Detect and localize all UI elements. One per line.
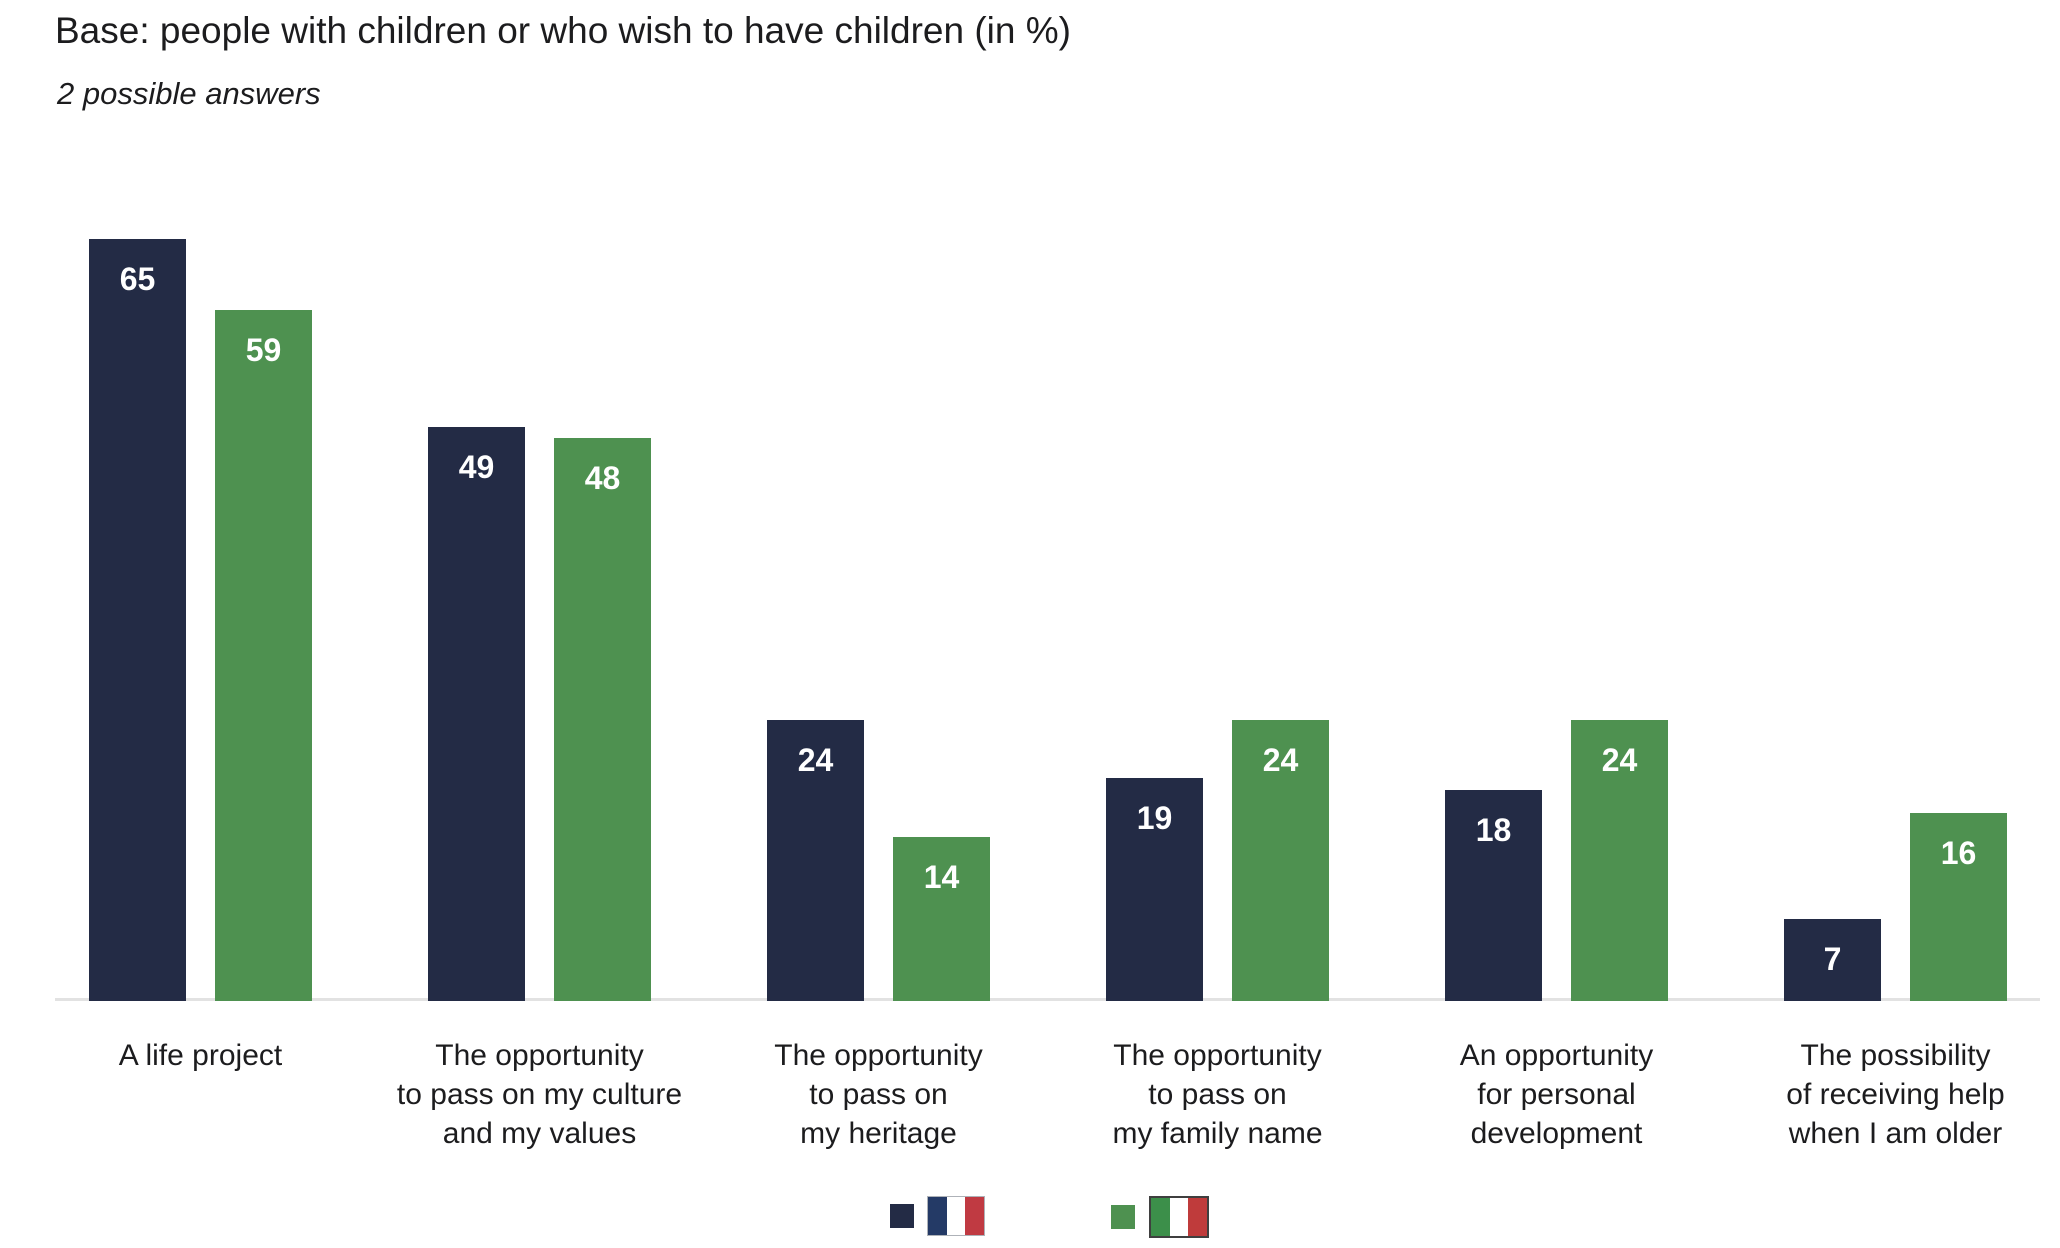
bar-value-label: 7 <box>1823 941 1842 977</box>
bar-france-6: 7 <box>1784 919 1881 1001</box>
bar-value-label: 59 <box>245 332 282 368</box>
flag-stripe <box>1169 1198 1189 1236</box>
category-label-1: A life project <box>118 1039 283 1072</box>
category-label-6: The possibility of receiving help when I a… <box>1786 1039 2005 1150</box>
bar-value-label: 65 <box>119 261 156 297</box>
bar-value-label: 16 <box>1940 835 1977 871</box>
chart-title: Base: people with children or who wish t… <box>55 10 1071 51</box>
bar-france-5: 18 <box>1445 790 1542 1001</box>
bar-italy-2: 48 <box>554 438 651 1001</box>
bar-france-1: 65 <box>89 239 186 1001</box>
france-swatch <box>890 1204 914 1228</box>
bar-italy-5: 24 <box>1571 720 1668 1001</box>
bar-france-3: 24 <box>767 720 864 1001</box>
category-label-4: The opportunity to pass on my family name <box>1112 1039 1323 1150</box>
category-label-3: The opportunity to pass on my heritage <box>774 1039 983 1150</box>
bar-value-label: 24 <box>1601 742 1638 778</box>
bar-value-label: 24 <box>797 742 834 778</box>
legend <box>0 1196 2060 1240</box>
category-label-5: An opportunity for personal development <box>1459 1039 1654 1150</box>
bar-value-label: 14 <box>923 859 960 895</box>
legend-item-italy <box>1111 1196 1209 1238</box>
bar-value-label: 19 <box>1136 800 1173 836</box>
chart-subtitle: 2 possible answers <box>57 76 321 111</box>
bar-value-label: 48 <box>584 460 621 496</box>
bar-value-label: 49 <box>458 449 495 485</box>
bar-france-2: 49 <box>428 427 525 1001</box>
italy-flag-icon <box>1149 1196 1209 1238</box>
bar-italy-3: 14 <box>893 837 990 1001</box>
category-label-2: The opportunity to pass on my culture and … <box>396 1039 683 1150</box>
bar-italy-1: 59 <box>215 310 312 1001</box>
bar-france-4: 19 <box>1106 778 1203 1001</box>
flag-stripe <box>928 1197 947 1235</box>
flag-stripe <box>1188 1198 1207 1236</box>
flag-stripe <box>1151 1198 1170 1236</box>
italy-swatch <box>1111 1205 1135 1229</box>
bar-value-label: 24 <box>1262 742 1299 778</box>
bar-italy-6: 16 <box>1910 813 2007 1001</box>
bar-value-label: 18 <box>1475 812 1512 848</box>
plot-area: 65 59 49 48 24 14 19 24 18 24 7 16 <box>55 239 2040 1001</box>
france-flag-icon <box>927 1196 985 1236</box>
bar-italy-4: 24 <box>1232 720 1329 1001</box>
flag-stripe <box>946 1197 966 1235</box>
flag-stripe <box>965 1197 984 1235</box>
x-axis-line <box>55 998 2040 1001</box>
legend-item-france <box>890 1196 985 1236</box>
